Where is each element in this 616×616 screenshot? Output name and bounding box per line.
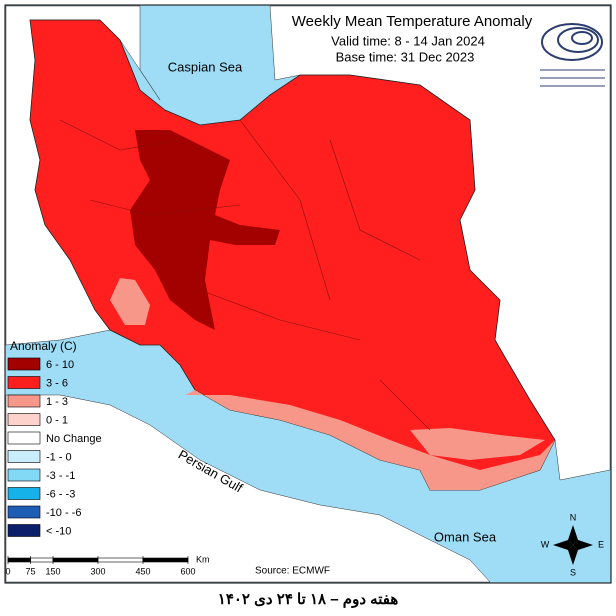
province-borders [59, 119, 431, 431]
logo [540, 23, 605, 87]
scale-tick-label: 450 [135, 566, 150, 576]
land-arabia [5, 394, 491, 583]
scale-tick-label: 600 [180, 566, 195, 576]
valid-time: Valid time: 8 - 14 Jan 2024 [331, 33, 485, 48]
caspian-label: Caspian Sea [168, 59, 243, 74]
legend-title: Anomaly (C) [10, 339, 77, 353]
source: Source: ECMWF [255, 566, 330, 577]
map-frame [4, 4, 612, 584]
legend-swatch [7, 450, 41, 463]
scale-segment [52, 557, 99, 563]
legend-swatch [7, 413, 41, 426]
legend-swatch [7, 431, 41, 445]
legend-label: -1 - 0 [46, 451, 72, 463]
legend-label: 3 - 6 [46, 377, 68, 389]
compass-e: E [598, 539, 604, 549]
legend-label: -6 - -3 [46, 488, 75, 500]
scale-segment [97, 557, 144, 563]
title: Weekly Mean Temperature Anomaly [292, 13, 533, 30]
legend-swatch [7, 487, 41, 500]
legend-swatch [7, 524, 41, 537]
compass-n: N [570, 512, 577, 522]
scale-tick-label: 150 [45, 566, 60, 576]
scale-segment [7, 557, 31, 563]
compass-rose [553, 525, 593, 565]
base-time: Base time: 31 Dec 2023 [336, 49, 475, 64]
legend-label: -3 - -1 [46, 470, 75, 482]
legend-swatch [7, 394, 41, 408]
legend-label: < -10 [46, 525, 71, 537]
southeast-zone [410, 428, 545, 460]
hot-core [130, 130, 280, 330]
scale-segment [142, 557, 189, 563]
scale-tick-label: 0 [5, 566, 10, 576]
scale-segment [30, 557, 54, 563]
compass-w: W [541, 539, 550, 549]
legend-swatch [7, 357, 41, 371]
legend-label: -10 - -6 [46, 507, 81, 519]
legend-swatch [7, 376, 41, 389]
compass-s: S [570, 567, 576, 577]
legend-label: 1 - 3 [46, 396, 68, 408]
scale-tick-label: 300 [90, 566, 105, 576]
legend-swatch [7, 505, 41, 519]
caption: هفته دوم – ۱۸ تا ۲۴ دی ۱۴۰۲ [218, 591, 399, 608]
legend-label: No Change [46, 433, 102, 445]
south-coast-zone [185, 390, 555, 490]
scale-tick-label: 75 [25, 566, 35, 576]
oman-sea-label: Oman Sea [434, 529, 497, 544]
scale-unit: Km [196, 554, 210, 564]
southwest-zone [110, 278, 150, 325]
legend-swatch [7, 468, 41, 482]
legend-label: 6 - 10 [46, 359, 74, 371]
legend-label: 0 - 1 [46, 414, 68, 426]
